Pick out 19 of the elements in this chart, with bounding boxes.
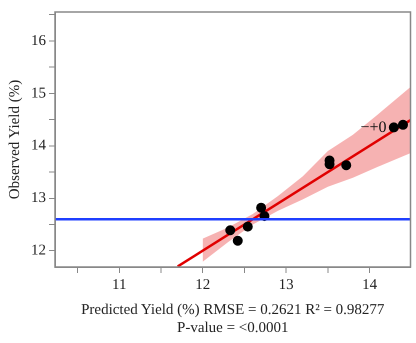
point bbox=[256, 202, 266, 213]
point bbox=[341, 160, 352, 170]
point bbox=[232, 236, 243, 246]
point bbox=[242, 222, 253, 232]
x-tick-label: 14 bbox=[362, 276, 378, 293]
point bbox=[398, 120, 408, 130]
y-tick-label: 15 bbox=[31, 85, 46, 102]
x-axis-title: Predicted Yield (%) RMSE = 0.2621 R² = 0.98277 P-value = <0.0001 bbox=[81, 302, 385, 336]
x-tick-label: 13 bbox=[278, 276, 294, 293]
annotation: −+0 bbox=[360, 119, 386, 136]
x-tick-label: 12 bbox=[195, 276, 210, 293]
y-tick-label: 12 bbox=[31, 242, 46, 259]
y-tick-label: 13 bbox=[31, 190, 46, 206]
point bbox=[225, 225, 236, 236]
x-tick-label: 11 bbox=[112, 276, 126, 293]
point bbox=[388, 122, 399, 132]
y-axis-title: Observed Yield (%) bbox=[6, 80, 23, 200]
y-tick-label: 14 bbox=[31, 138, 46, 154]
y-tick-label: 16 bbox=[31, 32, 46, 49]
